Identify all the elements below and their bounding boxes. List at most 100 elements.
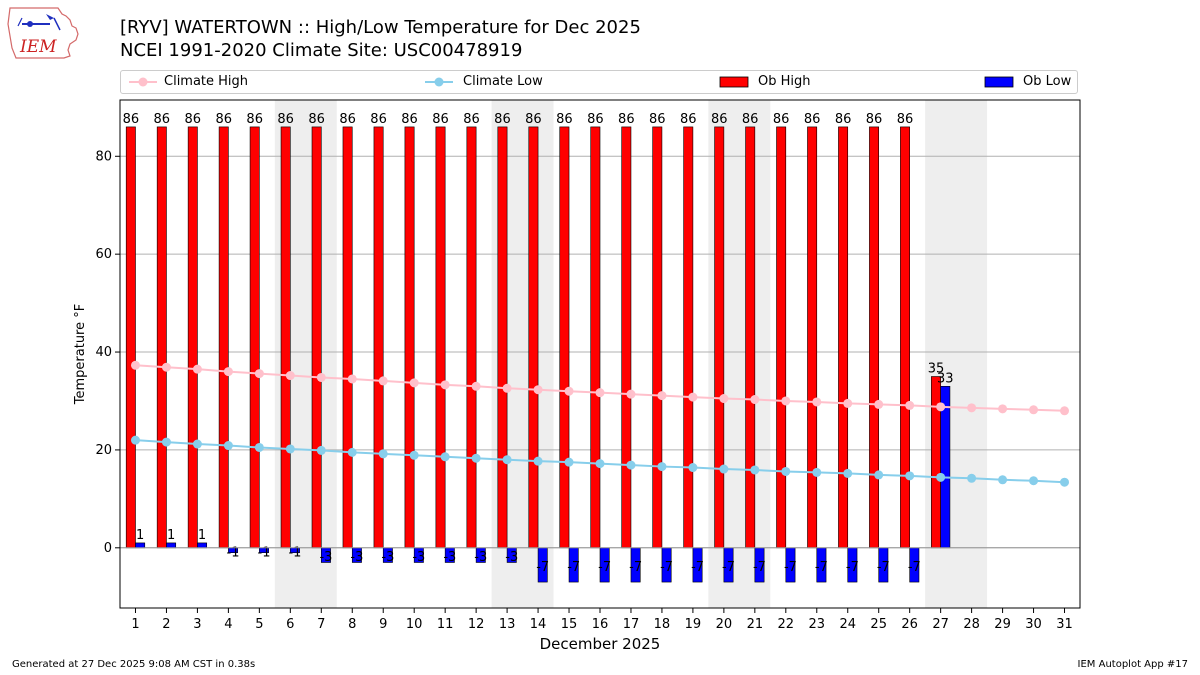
climate-low-point	[285, 444, 295, 454]
ob-high-bar	[404, 126, 415, 549]
ob-high-label: 86	[680, 112, 697, 127]
climate-low-point	[595, 459, 605, 469]
x-tick-label: 25	[870, 617, 887, 632]
climate-low-point	[161, 437, 171, 447]
x-tick-label: 24	[839, 617, 856, 632]
climate-high-point	[874, 399, 884, 409]
climate-low-point	[533, 456, 543, 466]
ob-low-bar	[290, 547, 300, 553]
climate-low-point	[967, 473, 977, 483]
ob-low-label: -3	[381, 550, 394, 565]
climate-low-point	[843, 468, 853, 478]
ob-low-bar	[413, 547, 424, 563]
ob-low-bar	[847, 547, 858, 583]
x-tick-label: 28	[963, 617, 980, 632]
ob-low-bar	[940, 386, 951, 549]
chart-subtitle: NCEI 1991-2020 Climate Site: USC00478919	[120, 40, 523, 61]
x-tick-label: 4	[224, 617, 232, 632]
ob-low-label: -1	[288, 545, 301, 560]
ob-high-bar	[342, 126, 353, 549]
ob-high-label: 86	[432, 112, 449, 127]
x-tick-label: 8	[348, 617, 356, 632]
x-tick-label: 11	[437, 617, 454, 632]
ob-low-bar	[630, 547, 641, 583]
climate-low-point	[812, 467, 822, 477]
ob-low-bar	[135, 542, 146, 549]
ob-high-label: 86	[401, 112, 418, 127]
x-tick-label: 30	[1025, 617, 1042, 632]
ob-low-label: -7	[815, 560, 828, 575]
climate-high-point	[285, 371, 295, 381]
climate-low-point	[223, 441, 233, 451]
climate-low-point	[905, 471, 915, 481]
climate-high-point	[564, 386, 574, 396]
climate-low-line	[135, 439, 1065, 484]
x-tick-label: 27	[932, 617, 949, 632]
climate-low-point	[254, 442, 264, 452]
ob-high-label: 86	[370, 112, 387, 127]
ob-high-bar	[528, 126, 539, 549]
ob-low-label: -7	[629, 560, 642, 575]
weekend-shade	[274, 100, 337, 608]
ob-high-bar	[900, 126, 910, 549]
ob-high-label: 35	[928, 362, 945, 377]
climate-low-point	[936, 472, 946, 482]
x-tick-label: 16	[592, 617, 609, 632]
ob-low-bar	[382, 547, 393, 563]
climate-low-point	[316, 445, 326, 455]
ob-high-label: 86	[773, 112, 790, 127]
climate-high-point	[1029, 405, 1039, 415]
ob-high-bar	[311, 126, 322, 549]
ob-low-label: -7	[567, 560, 580, 575]
x-tick-label: 7	[317, 617, 325, 632]
iem-logo: IEM	[7, 7, 79, 59]
x-tick-label: 2	[162, 617, 170, 632]
ob-low-bar	[506, 547, 517, 563]
ob-high-bar	[590, 126, 601, 549]
climate-low-point	[688, 463, 698, 473]
legend-climate-low-label: Climate Low	[463, 74, 543, 89]
y-tick-label: 40	[95, 345, 112, 360]
ob-low-label: -3	[474, 550, 487, 565]
climate-high-point	[688, 392, 698, 402]
climate-high-point	[595, 388, 605, 398]
ob-low-bar	[785, 547, 796, 583]
ob-high-bar	[373, 126, 384, 549]
climate-high-point	[161, 362, 171, 372]
climate-high-line	[135, 364, 1065, 412]
ob-low-bar	[537, 547, 548, 583]
ob-high-bar	[745, 126, 756, 549]
climate-low-point	[564, 457, 574, 467]
climate-low-point	[1029, 476, 1039, 486]
chart-title: [RYV] WATERTOWN :: High/Low Temperature …	[120, 17, 641, 38]
x-tick-label: 13	[499, 617, 516, 632]
ob-low-bar	[444, 547, 455, 563]
legend-ob-low-swatch	[984, 76, 1014, 88]
ob-low-label: -3	[505, 550, 518, 565]
ob-low-label: -7	[536, 560, 549, 575]
ob-high-label: 86	[742, 112, 759, 127]
ob-high-label: 86	[339, 112, 356, 127]
climate-high-point	[781, 396, 791, 406]
ob-low-bar	[228, 547, 238, 553]
ob-high-label: 86	[525, 112, 542, 127]
y-tick-label: 20	[95, 443, 112, 458]
climate-high-point	[626, 389, 636, 399]
climate-high-point	[905, 400, 915, 410]
ob-low-bar	[259, 547, 269, 553]
ob-high-bar	[838, 126, 849, 549]
ob-high-bar	[466, 126, 477, 549]
ob-low-label: -1	[258, 545, 271, 560]
ob-low-bar	[320, 547, 331, 563]
ob-high-bar	[714, 126, 725, 549]
ob-low-label: -3	[412, 550, 425, 565]
ob-high-label: 86	[215, 112, 232, 127]
weekend-shade	[491, 100, 554, 608]
ob-high-bar	[249, 126, 260, 549]
ob-high-bar	[125, 126, 136, 549]
x-tick-label: 29	[994, 617, 1011, 632]
x-tick-label: 31	[1056, 617, 1073, 632]
ob-high-bar	[559, 126, 570, 549]
ob-low-label: -1	[227, 545, 240, 560]
legend-ob-high-label: Ob High	[758, 74, 811, 89]
